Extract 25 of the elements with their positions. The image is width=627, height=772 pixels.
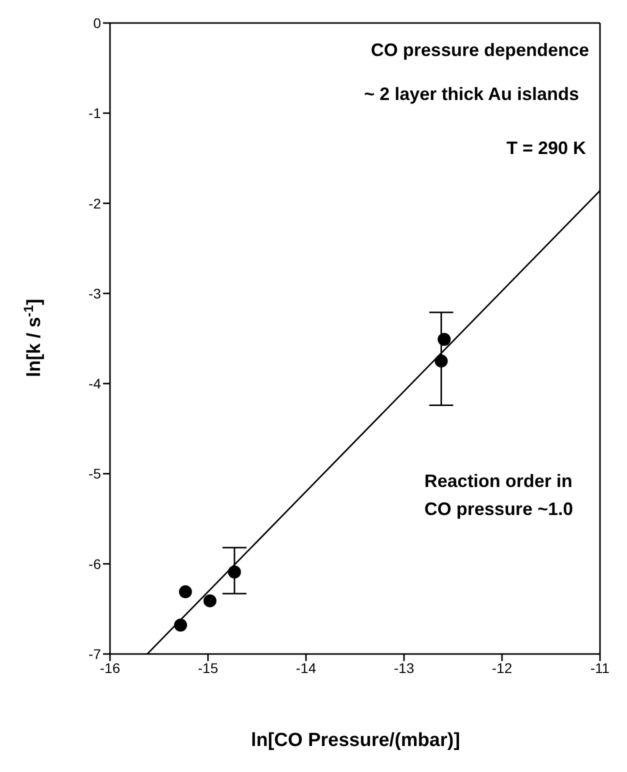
point xyxy=(203,594,216,608)
y-tick-label: -3 xyxy=(88,285,102,302)
point xyxy=(178,585,192,598)
y-tick-label: -7 xyxy=(88,646,102,662)
y-tick-label: -2 xyxy=(88,195,102,212)
annotation: CO pressure dependence xyxy=(370,39,589,62)
point xyxy=(228,565,241,578)
x-tick-label: -13 xyxy=(394,660,414,676)
y-tick-label: 0 xyxy=(93,14,102,31)
x-tick-label: -11 xyxy=(590,660,610,676)
x-tick-label: -16 xyxy=(100,660,120,676)
x-axis-title: ln[CO Pressure/(mbar)] xyxy=(250,730,460,751)
annotation: ~ 2 layer thick Au islands xyxy=(364,83,579,106)
y-tick-label: -1 xyxy=(88,105,102,122)
point xyxy=(438,332,451,346)
x-tick-label: -15 xyxy=(198,660,218,676)
annotation: T = 290 K xyxy=(506,137,586,160)
y-tick-label: -4 xyxy=(88,376,102,392)
annotation: Reaction order in CO pressure ~1.0 xyxy=(424,470,573,521)
y-tick-label: -5 xyxy=(88,466,102,482)
y-tick-label: -6 xyxy=(88,556,102,572)
x-tick-label: -12 xyxy=(492,660,512,676)
point xyxy=(434,354,448,368)
point xyxy=(174,618,188,632)
x-tick-label: -14 xyxy=(296,660,316,676)
